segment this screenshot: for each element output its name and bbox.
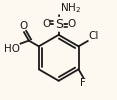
Text: O: O — [67, 19, 75, 29]
Text: Cl: Cl — [88, 31, 99, 41]
Text: HO: HO — [4, 44, 20, 54]
Text: O: O — [19, 21, 28, 31]
Text: S: S — [55, 18, 63, 31]
Text: F: F — [80, 78, 86, 88]
Text: NH$_2$: NH$_2$ — [60, 1, 81, 15]
Text: O: O — [42, 19, 50, 29]
